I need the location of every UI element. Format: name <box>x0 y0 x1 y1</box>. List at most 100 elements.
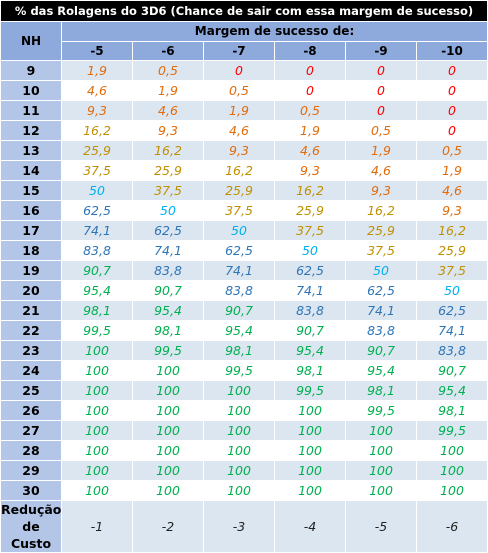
probability-cell: 1,9 <box>203 100 275 121</box>
probability-cell: 74,1 <box>61 220 133 241</box>
probability-cell: 0 <box>345 100 417 121</box>
cost-reduction-label-line1: Redução <box>1 502 62 517</box>
table-row: 26 100 100 100 100 99,5 98,1 <box>0 400 488 421</box>
probability-cell: 100 <box>274 460 346 481</box>
probability-cell: 0 <box>415 120 488 141</box>
margin-header: Margem de sucesso de: <box>60 21 488 42</box>
probability-cell: 95,4 <box>345 360 417 381</box>
probability-cell: 100 <box>274 440 346 461</box>
probability-cell: 100 <box>61 340 133 361</box>
cost-reduction-label: Redução de Custo <box>0 500 62 553</box>
nh-value: 27 <box>0 420 62 441</box>
probability-cell: 90,7 <box>132 280 204 301</box>
probability-cell: 16,2 <box>274 180 346 201</box>
probability-cell: 100 <box>132 400 204 421</box>
probability-cell: 9,3 <box>274 160 346 181</box>
table-title: % das Rolagens do 3D6 (Chance de sair co… <box>0 0 488 22</box>
probability-cell: 100 <box>274 420 346 441</box>
probability-cell: 83,8 <box>274 300 346 321</box>
probability-cell: 37,5 <box>345 240 417 261</box>
probability-cell: 62,5 <box>415 300 488 321</box>
cost-reduction-cell: -1 <box>61 500 133 553</box>
nh-value: 14 <box>0 160 62 181</box>
probability-cell: 37,5 <box>61 160 133 181</box>
table-row: 15 50 37,5 25,9 16,2 9,3 4,6 <box>0 180 488 201</box>
probability-cell: 0 <box>203 60 275 81</box>
probability-cell: 25,9 <box>61 140 133 161</box>
probability-cell: 98,1 <box>132 320 204 341</box>
probability-cell: 37,5 <box>203 200 275 221</box>
probability-cell: 9,3 <box>132 120 204 141</box>
table-row: 9 1,9 0,5 0 0 0 0 <box>0 60 488 81</box>
probability-cell: 0,5 <box>203 80 275 101</box>
probability-cell: 99,5 <box>415 420 488 441</box>
margin-column-header: -7 <box>203 40 275 61</box>
probability-cell: 1,9 <box>345 140 417 161</box>
probability-cell: 1,9 <box>61 60 133 81</box>
probability-cell: 100 <box>61 480 133 501</box>
table-row: 27 100 100 100 100 100 99,5 <box>0 420 488 441</box>
probability-cell: 100 <box>132 360 204 381</box>
nh-value: 9 <box>0 60 62 81</box>
probability-cell: 90,7 <box>274 320 346 341</box>
probability-cell: 99,5 <box>203 360 275 381</box>
probability-cell: 4,6 <box>61 80 133 101</box>
nh-value: 11 <box>0 100 62 121</box>
table-row: 10 4,6 1,9 0,5 0 0 0 <box>0 80 488 101</box>
probability-cell: 62,5 <box>345 280 417 301</box>
probability-cell: 9,3 <box>61 100 133 121</box>
probability-cell: 16,2 <box>61 120 133 141</box>
probability-cell: 0 <box>415 80 488 101</box>
probability-cell: 50 <box>61 180 133 201</box>
probability-cell: 98,1 <box>345 380 417 401</box>
probability-cell: 1,9 <box>274 120 346 141</box>
probability-cell: 100 <box>132 440 204 461</box>
probability-cell: 25,9 <box>132 160 204 181</box>
probability-cell: 83,8 <box>345 320 417 341</box>
probability-cell: 98,1 <box>203 340 275 361</box>
cost-reduction-cell: -3 <box>203 500 275 553</box>
nh-value: 24 <box>0 360 62 381</box>
probability-cell: 25,9 <box>274 200 346 221</box>
probability-cell: 37,5 <box>132 180 204 201</box>
probability-cell: 16,2 <box>415 220 488 241</box>
probability-cell: 50 <box>132 200 204 221</box>
probability-cell: 4,6 <box>203 120 275 141</box>
probability-cell: 0 <box>415 60 488 81</box>
probability-cell: 100 <box>345 480 417 501</box>
probability-cell: 0,5 <box>132 60 204 81</box>
table-row: 30 100 100 100 100 100 100 <box>0 480 488 501</box>
cost-reduction-cell: -5 <box>345 500 417 553</box>
table-row: 13 25,9 16,2 9,3 4,6 1,9 0,5 <box>0 140 488 161</box>
probability-cell: 50 <box>345 260 417 281</box>
cost-reduction-cell: -4 <box>274 500 346 553</box>
probability-cell: 100 <box>203 380 275 401</box>
probability-cell: 74,1 <box>203 260 275 281</box>
probability-cell: 25,9 <box>415 240 488 261</box>
nh-value: 28 <box>0 440 62 461</box>
probability-cell: 16,2 <box>345 200 417 221</box>
probability-cell: 100 <box>61 420 133 441</box>
probability-cell: 98,1 <box>415 400 488 421</box>
probability-cell: 83,8 <box>415 340 488 361</box>
probability-cell: 99,5 <box>61 320 133 341</box>
nh-value: 15 <box>0 180 62 201</box>
probability-cell: 100 <box>415 460 488 481</box>
probability-cell: 9,3 <box>203 140 275 161</box>
probability-cell: 0 <box>345 60 417 81</box>
table-row: 29 100 100 100 100 100 100 <box>0 460 488 481</box>
nh-value: 21 <box>0 300 62 321</box>
probability-cell: 62,5 <box>203 240 275 261</box>
probability-cell: 0 <box>274 80 346 101</box>
probability-cell: 95,4 <box>132 300 204 321</box>
table-row: 28 100 100 100 100 100 100 <box>0 440 488 461</box>
probability-cell: 95,4 <box>415 380 488 401</box>
probability-cell: 16,2 <box>132 140 204 161</box>
margin-column-header: -5 <box>61 40 133 61</box>
table-row: 23 100 99,5 98,1 95,4 90,7 83,8 <box>0 340 488 361</box>
probability-cell: 74,1 <box>415 320 488 341</box>
probability-cell: 95,4 <box>61 280 133 301</box>
probability-cell: 0 <box>415 100 488 121</box>
probability-cell: 100 <box>203 440 275 461</box>
